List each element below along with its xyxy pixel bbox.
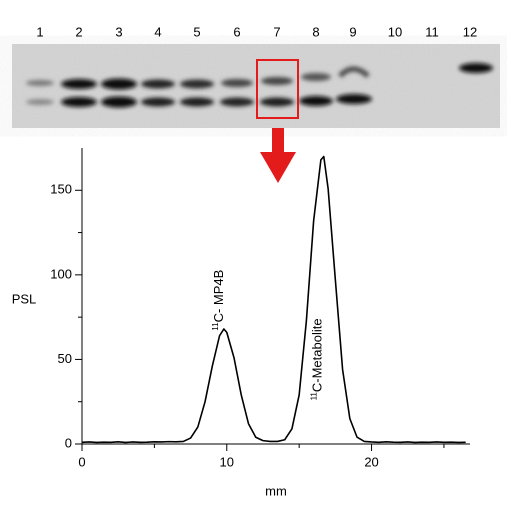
y-tick-label: 0	[65, 435, 72, 450]
bands	[26, 63, 493, 108]
x-axis-label: mm	[265, 483, 287, 498]
annotation-sup: 11	[309, 392, 318, 401]
lane-label: 10	[388, 24, 402, 39]
arrow	[260, 128, 296, 183]
lane-label: 5	[193, 24, 200, 39]
x-tick-label: 0	[78, 454, 85, 469]
annotation-text: C- MP4B	[211, 270, 226, 323]
annotation-sup: 11	[211, 322, 220, 331]
y-tick-label: 100	[50, 266, 72, 281]
lane-label: 8	[312, 24, 319, 39]
lane-label: 2	[75, 24, 82, 39]
lane-label: 1	[36, 24, 43, 39]
lane-label: 4	[154, 24, 161, 39]
annotation-text: C-Metabolite	[310, 318, 325, 392]
y-tick-label: 50	[58, 351, 72, 366]
selection-box	[256, 59, 299, 119]
annotation: 11C-Metabolite	[309, 318, 324, 400]
lane-label: 11	[425, 24, 439, 39]
lane-label: 12	[463, 24, 477, 39]
x-tick-label: 20	[364, 454, 378, 469]
y-tick-label: 150	[50, 182, 72, 197]
profile-line	[81, 155, 466, 444]
lane-label: 3	[115, 24, 122, 39]
lane-label: 9	[349, 24, 356, 39]
lane-label: 7	[273, 24, 280, 39]
gel-image	[12, 44, 500, 128]
annotation: 11C- MP4B	[211, 270, 226, 331]
y-axis-label: PSL	[12, 291, 37, 306]
x-tick-label: 10	[220, 454, 234, 469]
lane-label: 6	[233, 24, 240, 39]
